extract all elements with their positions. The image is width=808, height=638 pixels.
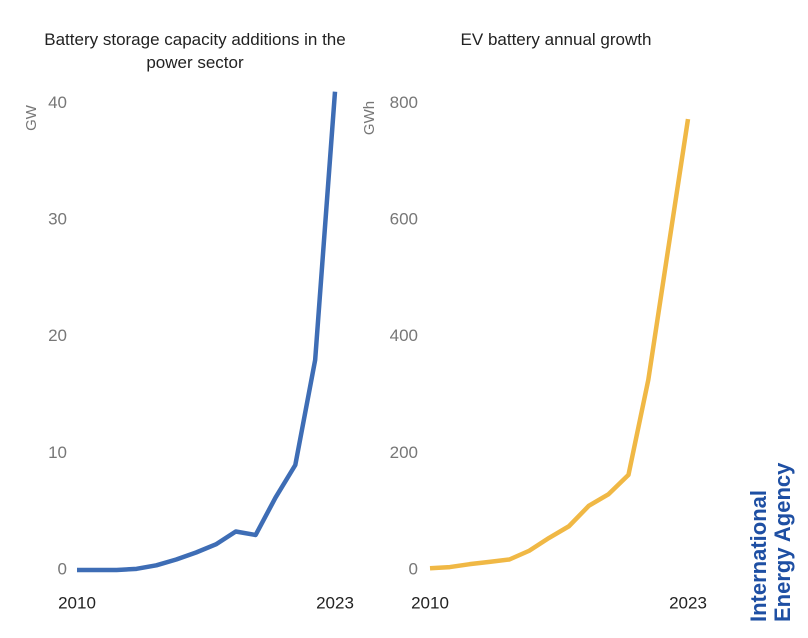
y-tick-label: 30 [48,209,67,228]
y-tick-label: 20 [48,326,67,345]
y-tick-label: 800 [390,93,418,112]
x-tick-label: 2023 [316,593,354,612]
x-tick-label: 2023 [669,593,707,612]
logo: International Energy Agency [746,462,795,622]
y-tick-label: 200 [390,443,418,462]
line [77,91,338,573]
y-tick-label: 40 [48,93,67,112]
y-tick-label: 400 [390,326,418,345]
y-tick-label: 0 [409,559,418,578]
x-tick-label: 2010 [58,593,96,612]
x-tick-label: 2010 [411,593,449,612]
chart-title: EV battery annual growth [460,30,652,49]
y-axis-label: GW [23,104,40,131]
line [429,118,691,571]
logo-line: Energy Agency [770,462,795,622]
logo-line: International [746,490,771,622]
y-tick-label: 0 [58,559,67,578]
y-axis-label: GWh [361,101,378,135]
y-tick-label: 600 [390,209,418,228]
chart-title: Battery storage capacity additions in th… [44,30,346,72]
y-tick-label: 10 [48,443,67,462]
